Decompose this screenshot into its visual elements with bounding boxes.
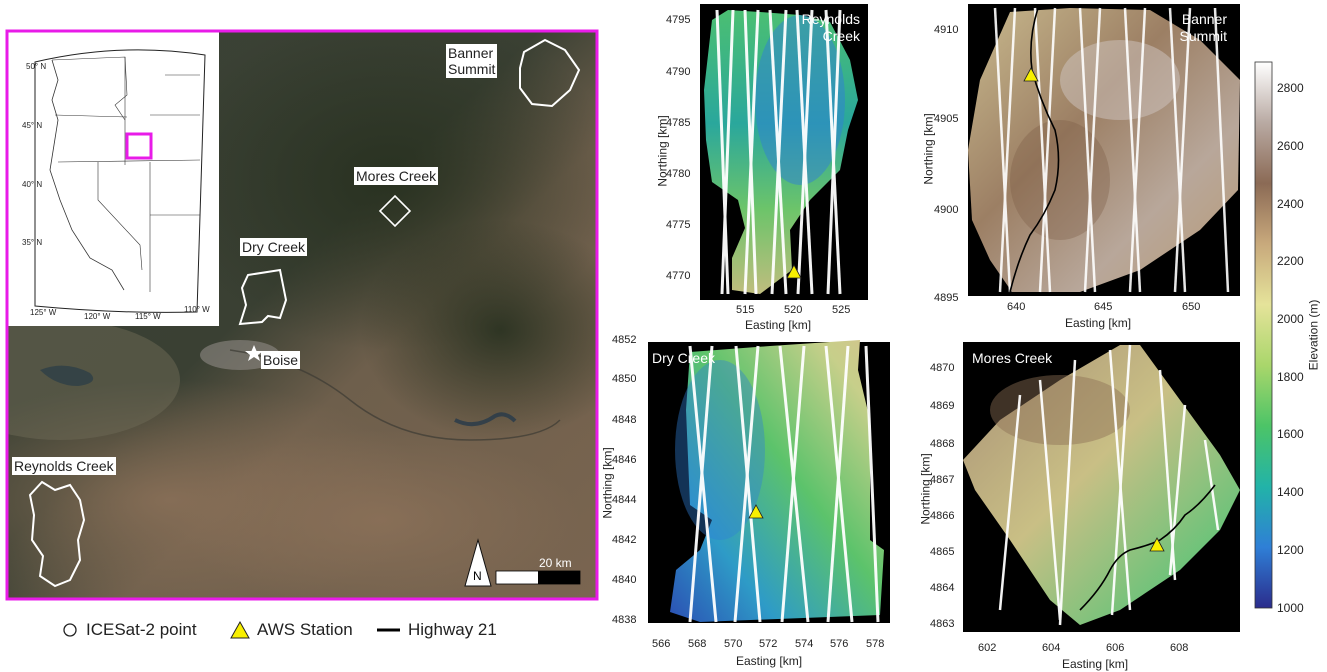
panel-mores xyxy=(963,342,1240,632)
reynolds-creek-outline xyxy=(28,480,86,588)
mores-creek-outline xyxy=(378,194,412,228)
panel-banner xyxy=(968,4,1240,296)
scale-bar xyxy=(495,570,581,585)
aws-station-dry-icon xyxy=(748,504,764,519)
colorbar xyxy=(1254,61,1273,609)
dry-creek-outline xyxy=(238,268,288,326)
highway-21-banner xyxy=(1009,7,1060,293)
boise-star-icon xyxy=(245,345,263,361)
north-arrow-icon xyxy=(464,538,492,587)
banner-summit-outline xyxy=(519,38,581,108)
panel-reynolds xyxy=(700,4,868,300)
aws-station-mores-icon xyxy=(1149,537,1165,552)
overview-map xyxy=(5,29,599,601)
panel-dry xyxy=(648,340,890,623)
aws-station-legend-icon xyxy=(230,620,250,639)
overview-frame xyxy=(5,29,599,601)
inset-highlight-box xyxy=(125,132,153,160)
inset-map xyxy=(7,31,219,326)
legend xyxy=(63,620,400,639)
icesat-point-icon xyxy=(63,623,77,637)
highway-21-mores xyxy=(1079,484,1216,611)
aws-station-banner-icon xyxy=(1023,67,1039,82)
aws-station-reynolds-icon xyxy=(786,264,802,279)
